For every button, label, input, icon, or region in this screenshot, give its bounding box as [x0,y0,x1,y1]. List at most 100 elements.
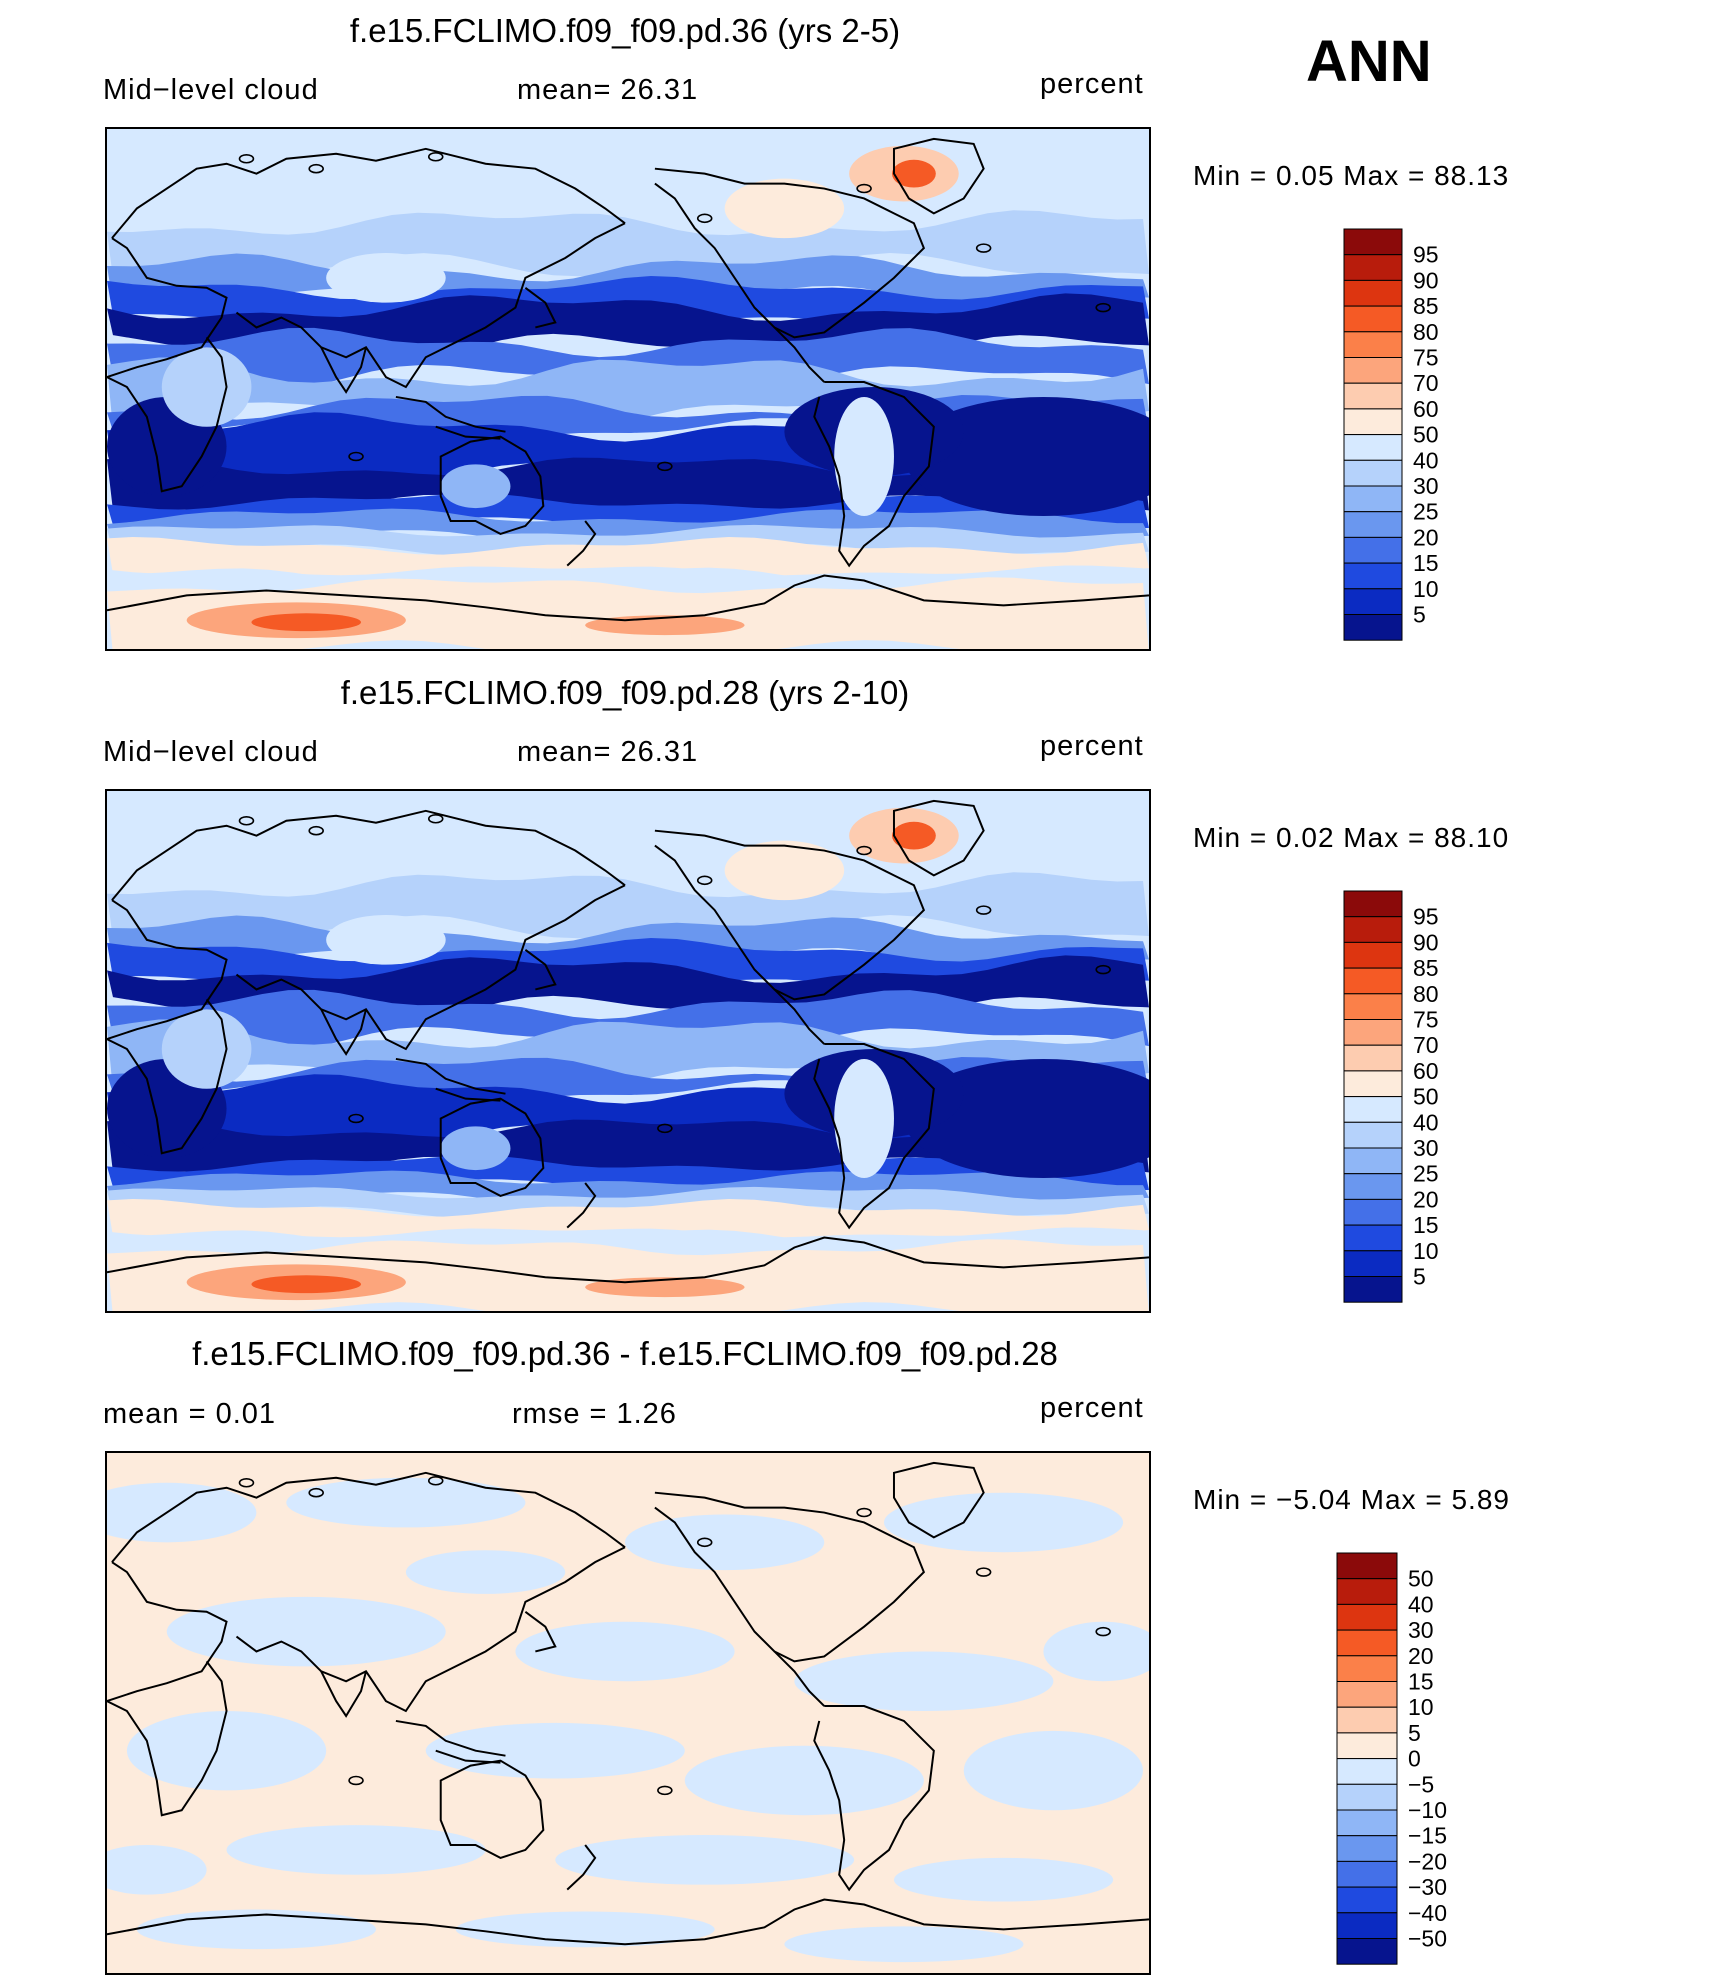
colorbar-label: 90 [1413,267,1439,293]
colorbar-swatch [1343,993,1403,1021]
coastline [892,137,985,215]
colorbar-label: 20 [1413,1186,1439,1212]
island-outline [975,905,992,915]
colorbar-label: 30 [1408,1617,1434,1643]
field-patch [107,1844,207,1895]
field-patch [684,1745,924,1816]
colorbar-label: 40 [1413,447,1439,473]
colorbar-swatch [1336,1860,1398,1888]
coastline [566,520,597,567]
field-patch [251,1275,362,1294]
field-patch [555,1835,855,1885]
colorbar-swatch [1336,1552,1398,1580]
island-outline [696,213,713,224]
colorbar-label: 60 [1413,1058,1439,1084]
colorbar-label: 15 [1413,550,1439,576]
colorbar-swatch [1343,967,1403,995]
coastline [107,574,1149,622]
island-outline [856,183,872,194]
colorbar-label: −30 [1408,1874,1447,1900]
coastline [395,1057,506,1095]
colorbar-swatch [1343,279,1403,307]
panel3-rmse-label: rmse = 1.26 [512,1398,677,1430]
island-outline [427,152,444,162]
panel1-minmax: Min = 0.05 Max = 88.13 [1193,160,1510,191]
colorbar-label: 15 [1413,1212,1439,1238]
colorbar-label: 5 [1413,602,1426,628]
coastline [654,1491,926,1663]
colorbar-swatch [1343,1198,1403,1226]
panel1-units: percent [1040,68,1144,100]
colorbar-swatch [1343,1250,1403,1277]
colorbar-swatch [1343,1276,1403,1303]
coastline [439,435,545,535]
colorbar-swatch [1343,1044,1403,1072]
field-patch [161,347,252,427]
coastline [107,1660,228,1817]
coastline [107,237,228,379]
colorbar-label: 80 [1413,319,1439,345]
panel2-map [105,789,1151,1313]
colorbar-label: 20 [1408,1643,1434,1669]
colorbar-swatch [1343,1224,1403,1252]
island-outline [308,163,324,174]
colorbar-swatch [1343,459,1403,487]
coastline [773,326,825,383]
colorbar-swatch [1336,1938,1398,1965]
field-patch [405,1550,566,1594]
coastline [107,998,228,1155]
field-patch [326,915,446,965]
island-outline [975,1567,992,1577]
field-patch [455,1911,715,1948]
coastline [111,809,626,901]
coastline [320,1008,367,1056]
colorbar-label: 50 [1413,1084,1439,1110]
coastline [773,1650,825,1707]
coastline [107,336,228,493]
panel1-title: f.e15.FCLIMO.f09_f09.pd.36 (yrs 2-5) [349,12,901,49]
field-patch [126,1711,327,1791]
colorbar-label: 70 [1413,1032,1439,1058]
island-outline [696,875,713,886]
field-band [107,1198,1149,1246]
coastline [813,381,935,568]
field-band [107,493,1149,530]
colorbar-label: 85 [1413,293,1439,319]
panel3-title: f.e15.FCLIMO.f09_f09.pd.36 - f.e15.FCLIM… [192,1335,1058,1372]
panel1-mean-label: mean= 26.31 [517,74,699,106]
colorbar-swatch [1336,1783,1398,1811]
field-band [107,210,1149,279]
panel3-mean-label: mean = 0.01 [103,1398,277,1430]
island-outline [348,451,364,462]
field-patch [425,1722,685,1779]
colorbar-swatch [1343,485,1403,513]
colorbar-swatch [1343,1121,1403,1149]
colorbar-label: 40 [1408,1591,1434,1617]
field-patch [161,1009,252,1089]
colorbar-swatch [1343,357,1403,384]
coastline [773,988,825,1045]
coastline [395,1719,506,1757]
colorbar-swatch [1343,408,1403,436]
field-band [107,508,1149,545]
coastline [111,147,626,239]
coastline [320,346,367,394]
colorbar-swatch [1336,1912,1398,1939]
field-band [107,872,1149,941]
field-patch [440,464,511,509]
field-patch [724,840,845,901]
coastline [107,899,228,1041]
colorbar-label: 15 [1408,1669,1434,1695]
colorbar-label: 85 [1413,955,1439,981]
field-patch [834,1058,894,1179]
island-outline [308,825,324,836]
field-patch [166,1596,446,1667]
field-patch [891,821,936,850]
colorbar-label: 95 [1413,904,1439,930]
island-outline [427,1476,444,1486]
coastline [654,167,926,339]
colorbar-swatch [1343,941,1403,969]
colorbar-swatch [1343,614,1403,641]
colorbar-label: 10 [1413,1238,1439,1264]
colorbar-label: 95 [1413,242,1439,268]
